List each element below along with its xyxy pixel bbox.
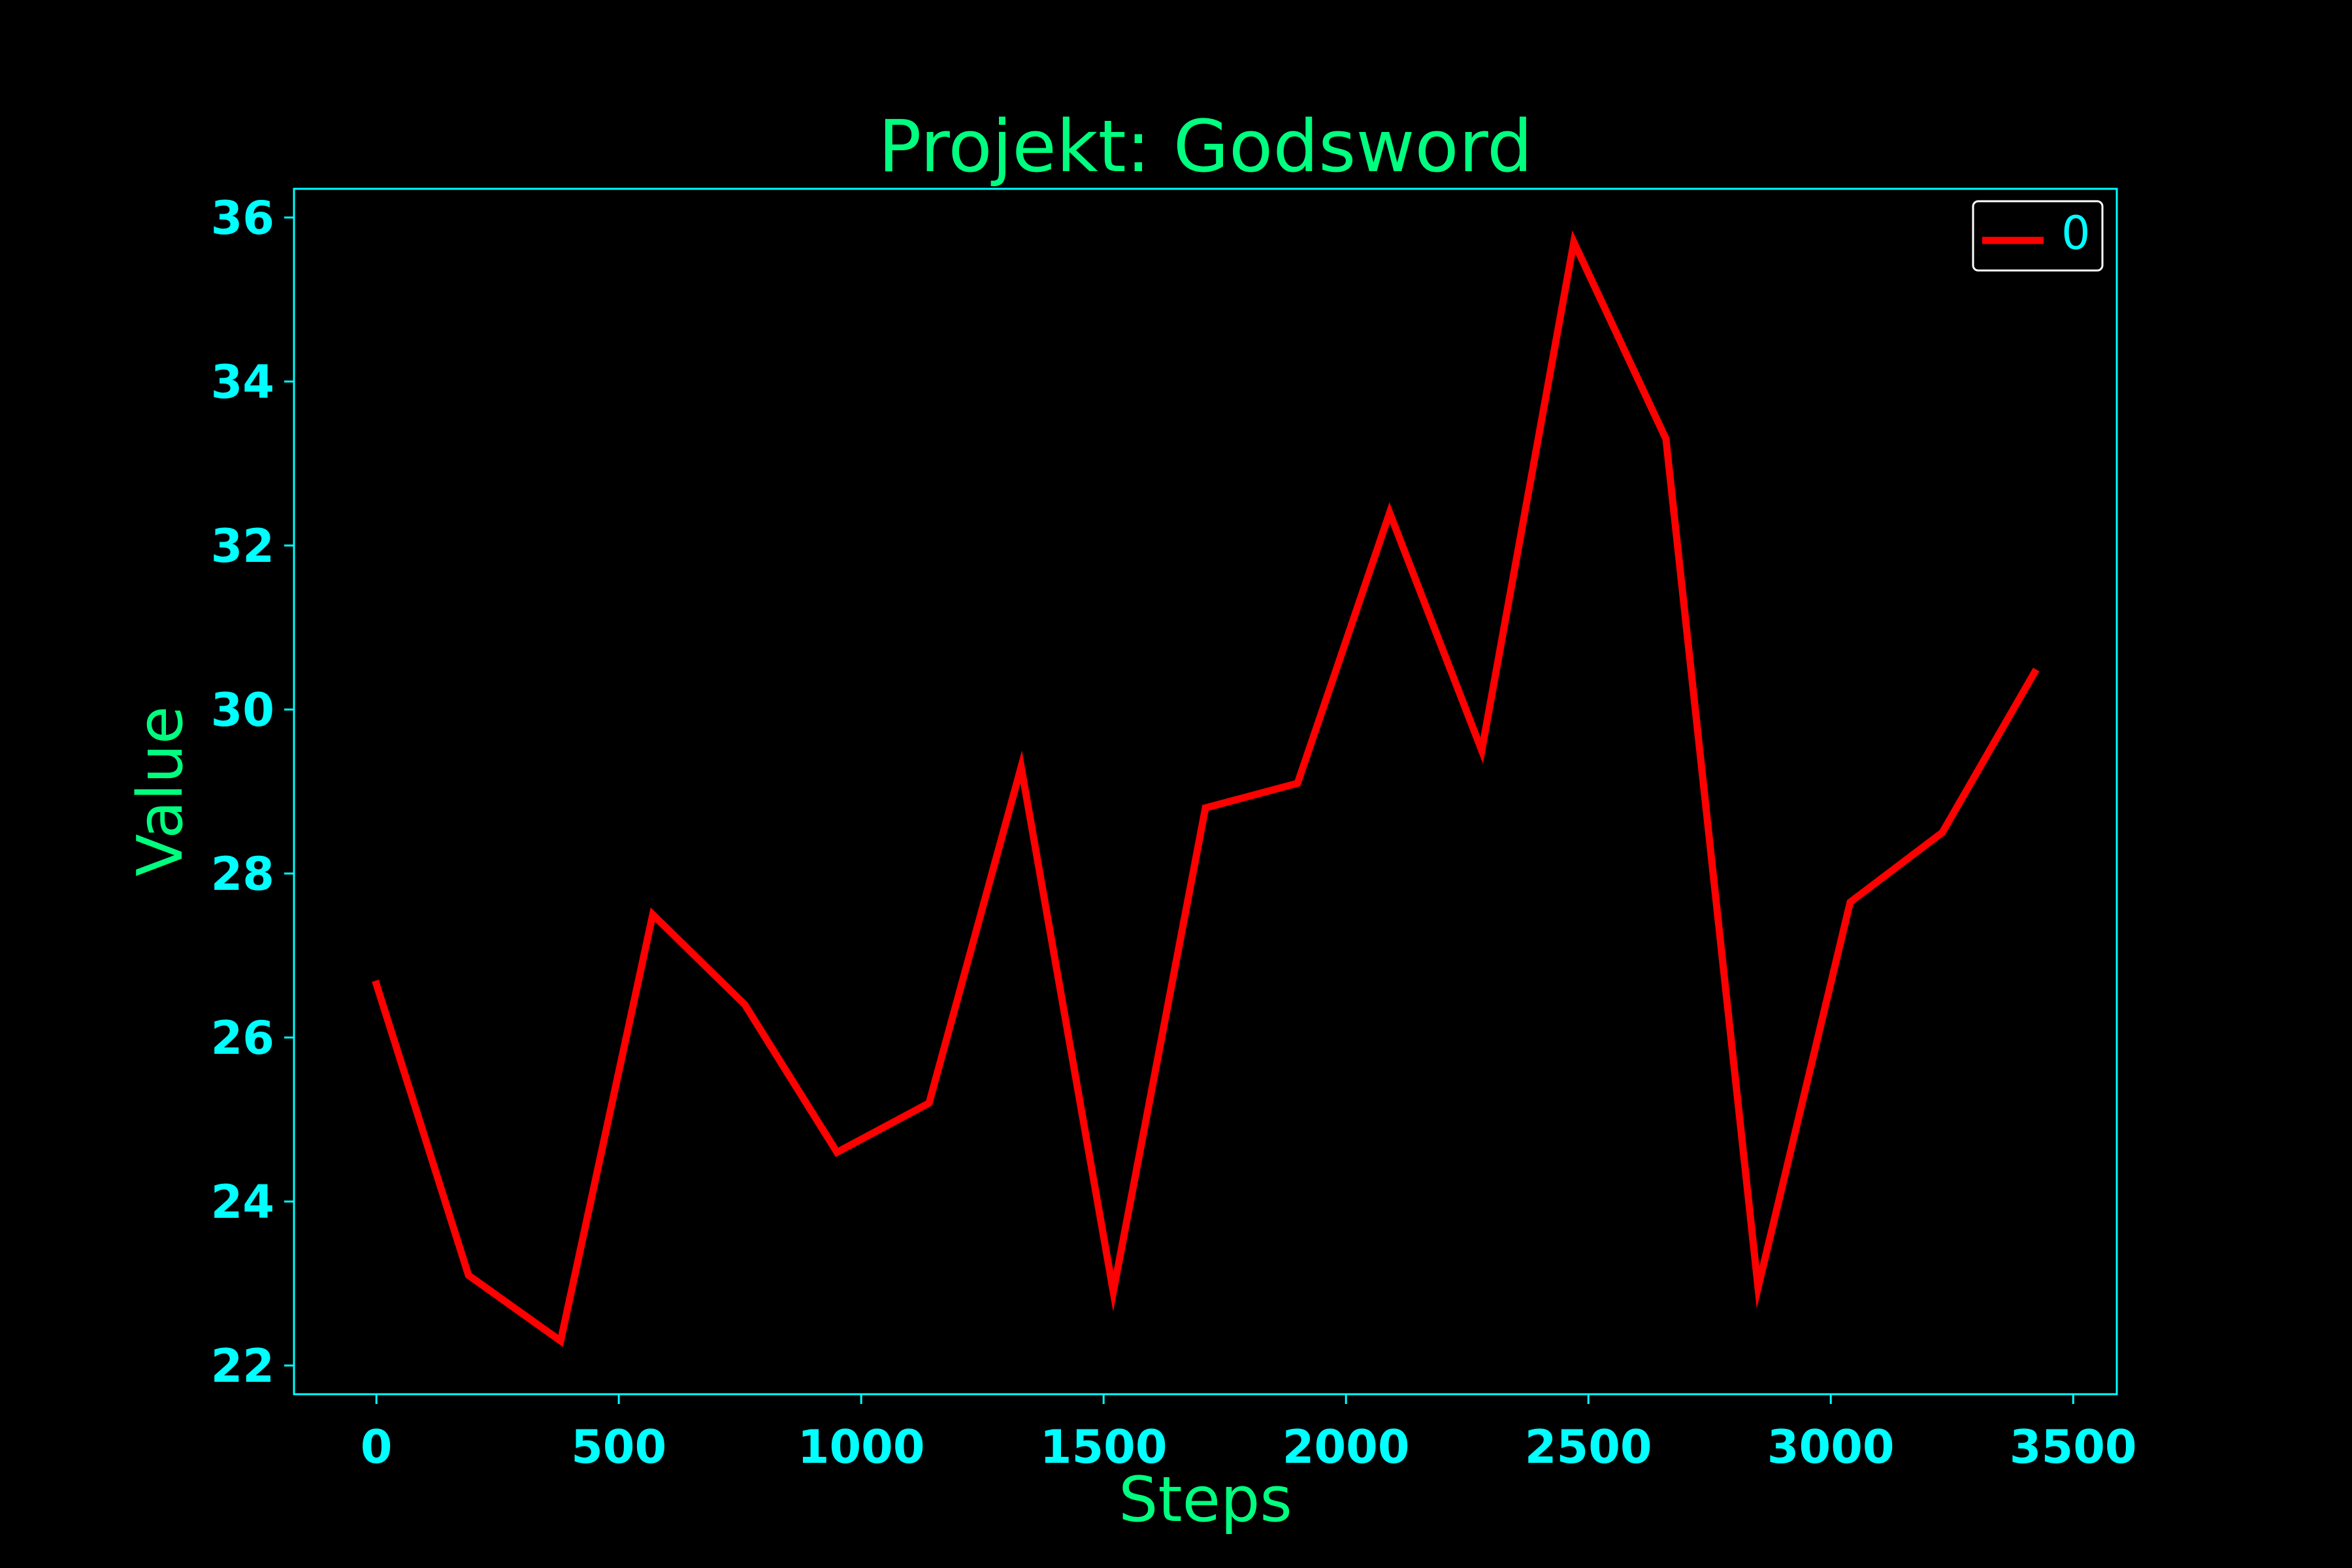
series-layer — [372, 230, 2040, 1347]
plot-area-frame — [293, 188, 2118, 1396]
x-tick-label: 3000 — [1767, 1420, 1895, 1474]
x-axis: 0 500 1000 1500 2000 2500 3000 3500 — [361, 1394, 2137, 1474]
x-tick-label: 2000 — [1282, 1420, 1410, 1474]
y-tick-label: 28 — [211, 847, 274, 901]
legend-box — [1972, 200, 2104, 272]
x-axis-label: Steps — [1119, 1464, 1292, 1536]
x-tick-label: 1500 — [1040, 1420, 1168, 1474]
y-tick-label: 26 — [211, 1011, 274, 1065]
x-tick-label: 0 — [361, 1420, 393, 1474]
y-tick-label: 34 — [211, 355, 274, 409]
legend: 0 — [1972, 200, 2104, 272]
x-tick-label: 1000 — [798, 1420, 925, 1474]
y-axis: 22 24 26 28 30 32 34 36 — [211, 191, 294, 1393]
chart-title: Projekt: Godsword — [878, 105, 1533, 188]
y-axis-label: Value — [125, 706, 197, 877]
legend-label: 0 — [2061, 206, 2091, 260]
x-tick-label: 500 — [571, 1420, 666, 1474]
x-tick-label: 3500 — [2010, 1420, 2137, 1474]
y-tick-label: 22 — [211, 1339, 274, 1393]
series-line-0 — [372, 230, 2040, 1347]
y-tick-label: 32 — [211, 519, 274, 573]
x-tick-label: 2500 — [1525, 1420, 1652, 1474]
y-tick-label: 36 — [211, 191, 274, 245]
y-tick-label: 30 — [211, 683, 274, 737]
y-tick-label: 24 — [211, 1175, 274, 1229]
